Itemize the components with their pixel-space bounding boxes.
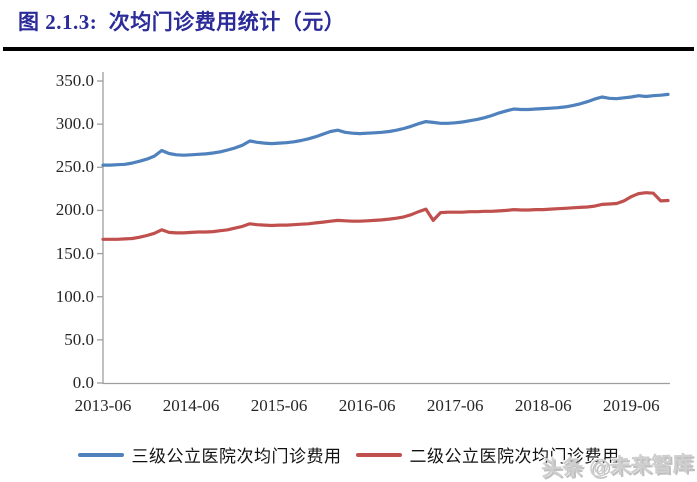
y-tick-label: 250.0 bbox=[55, 157, 94, 177]
x-tick-label: 2017-06 bbox=[426, 396, 484, 415]
x-tick-label: 2018-06 bbox=[514, 396, 572, 415]
y-tick-label: 150.0 bbox=[55, 243, 94, 263]
watermark: 头条 @未来智库 bbox=[540, 452, 694, 481]
x-tick-label: 2015-06 bbox=[250, 396, 308, 415]
legend-item-tertiary-hospital: 三级公立医院次均门诊费用 bbox=[77, 442, 342, 467]
x-tick-label: 2016-06 bbox=[338, 396, 396, 415]
y-tick-label: 200.0 bbox=[55, 200, 94, 220]
legend-label-tertiary: 三级公立医院次均门诊费用 bbox=[131, 447, 342, 466]
title-divider-rule bbox=[3, 47, 694, 51]
red-line-sample-icon bbox=[355, 452, 402, 457]
legend-item-secondary-hospital: 二级公立医院次均门诊费用 bbox=[355, 442, 620, 467]
x-tick-label: 2014-06 bbox=[162, 396, 220, 415]
y-tick-label: 50.0 bbox=[64, 329, 94, 349]
chart-legend: 三级公立医院次均门诊费用 二级公立医院次均门诊费用 bbox=[0, 442, 697, 467]
y-tick-label: 100.0 bbox=[55, 286, 94, 306]
x-tick-label: 2013-06 bbox=[74, 396, 132, 415]
y-tick-label: 300.0 bbox=[55, 114, 94, 134]
y-tick-label: 0.0 bbox=[72, 373, 94, 392]
legend-label-secondary: 二级公立医院次均门诊费用 bbox=[409, 447, 620, 466]
y-tick-label: 350.0 bbox=[55, 71, 94, 90]
figure-title: 图 2.1.3: 次均门诊费用统计（元） bbox=[18, 10, 346, 34]
x-tick-label: 2019-06 bbox=[602, 396, 660, 415]
blue-line-sample-icon bbox=[77, 452, 124, 457]
